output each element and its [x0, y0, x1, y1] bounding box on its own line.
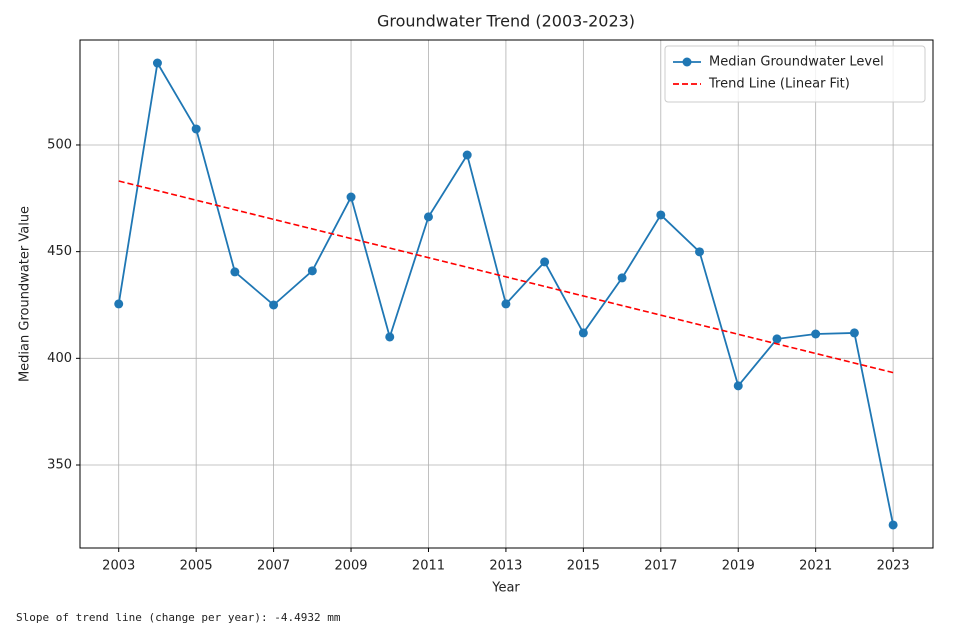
point [888, 520, 898, 530]
x-tick-label: 2009 [334, 559, 367, 574]
x-tick-label: 2019 [722, 559, 755, 574]
point [385, 332, 395, 342]
point [617, 273, 627, 283]
y-tick-label: 350 [47, 458, 72, 473]
point [191, 124, 201, 134]
y-tick-label: 400 [47, 351, 72, 366]
x-tick-label: 2005 [180, 559, 213, 574]
point [114, 299, 124, 309]
point [540, 257, 550, 267]
point [772, 334, 782, 344]
point [656, 210, 666, 220]
point [269, 300, 279, 310]
y-axis-label: Median Groundwater Value [18, 206, 33, 382]
x-tick-label: 2011 [412, 559, 445, 574]
x-tick-label: 2003 [102, 559, 135, 574]
output-text: Slope of trend line (change per year): -… [16, 611, 341, 624]
x-tick-label: 2007 [257, 559, 290, 574]
x-axis-label: Year [491, 581, 520, 596]
point [733, 381, 743, 391]
y-tick-label: 500 [47, 137, 72, 152]
point [501, 299, 511, 309]
y-tick-label: 450 [47, 244, 72, 259]
legend-box [664, 45, 926, 103]
x-tick-label: 2023 [877, 559, 910, 574]
point [152, 58, 162, 68]
chart: Groundwater Trend (2003-2023) Year Media… [18, 12, 934, 596]
point [346, 192, 356, 202]
x-tick-label: 2015 [567, 559, 600, 574]
point [695, 247, 705, 257]
x-tick-label: 2013 [489, 559, 522, 574]
legend-label: Median Groundwater Level [709, 55, 884, 70]
legend-label: Trend Line (Linear Fit) [708, 77, 850, 92]
point [423, 212, 433, 222]
point [230, 267, 240, 277]
x-tick-label: 2017 [644, 559, 677, 574]
point [307, 266, 317, 276]
point [578, 328, 588, 338]
series-line [118, 180, 894, 374]
chart-title: Groundwater Trend (2003-2023) [377, 12, 635, 31]
point [811, 329, 821, 339]
x-tick-label: 2021 [799, 559, 832, 574]
point [849, 328, 859, 338]
point [462, 150, 472, 160]
legend-marker [682, 57, 692, 67]
plot-frame [79, 39, 934, 549]
